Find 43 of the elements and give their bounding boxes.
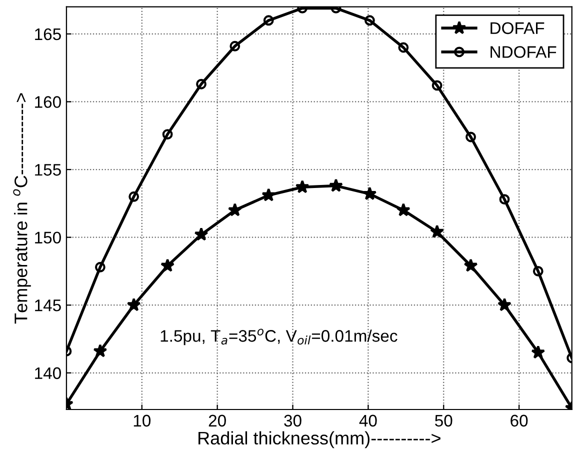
y-tick-label: 140 (35, 367, 61, 380)
point (499, 194, 510, 205)
point (162, 129, 173, 140)
x-tick-label: 50 (435, 414, 452, 427)
annotation: 1.5pu, T$_{a}$=35$^{o}$C, V$_{oil}$=0.01m/sec (160, 328, 398, 346)
point (364, 15, 375, 26)
point (328, 178, 343, 192)
point (531, 345, 546, 359)
point (262, 188, 276, 202)
point (230, 40, 240, 52)
legend-label: DOFAF (490, 22, 544, 34)
y-tick-label: 160 (35, 96, 61, 108)
point (194, 227, 208, 241)
point (196, 78, 206, 90)
x-tick-label: 60 (510, 414, 528, 427)
y-tick-label: 145 (35, 300, 61, 312)
point (94, 262, 106, 272)
x-tick-label: 40 (359, 414, 377, 427)
point (396, 202, 410, 216)
y-axis-title: Temperature in $^{o}$C------------> (13, 93, 31, 324)
x-tick-label: 20 (208, 414, 226, 427)
point (295, 180, 310, 194)
point (93, 344, 108, 358)
y-tick-label: 150 (35, 232, 61, 244)
point (126, 298, 141, 312)
point (362, 186, 377, 200)
point (432, 80, 442, 91)
x-tick-label: 10 (134, 414, 151, 427)
point (498, 298, 512, 312)
point (532, 266, 544, 276)
point (160, 258, 175, 272)
y-tick-label: 165 (35, 28, 61, 40)
point (263, 15, 274, 26)
point (466, 132, 476, 142)
x-tick-label: 30 (284, 414, 302, 427)
x-axis-title: Radial thickness(mm)----------> (198, 431, 440, 448)
y-tick-label: 155 (35, 164, 61, 176)
point (464, 258, 478, 272)
legend-label: NDOFAF (490, 46, 556, 58)
point (430, 224, 444, 238)
point (228, 202, 242, 216)
point (398, 42, 409, 53)
point (128, 191, 140, 202)
